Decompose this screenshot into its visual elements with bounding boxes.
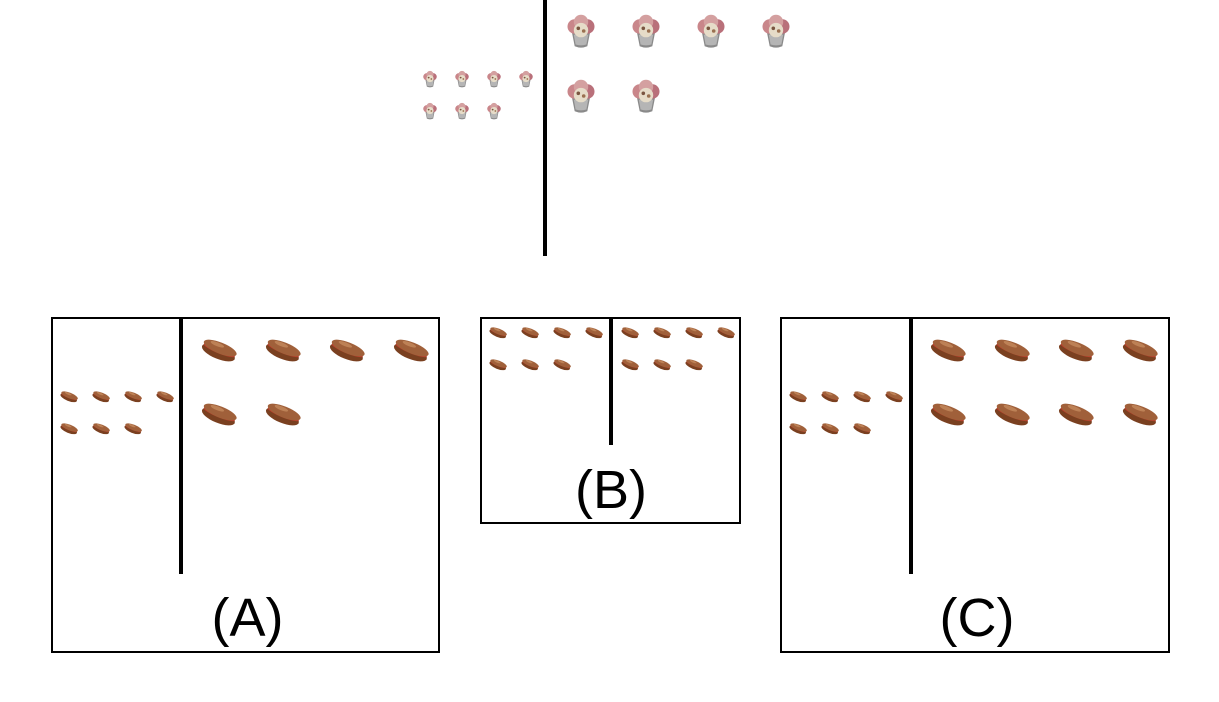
option-c-panel[interactable]: (C): [780, 317, 1170, 653]
cupcake-icon: [519, 70, 533, 88]
sandwich-icon: [60, 423, 78, 435]
sandwich-icon: [821, 423, 839, 435]
sandwich-icon: [521, 327, 539, 339]
sandwich-icon: [789, 391, 807, 403]
sandwich-icon: [621, 327, 639, 339]
sandwich-icon: [930, 339, 966, 362]
sandwich-icon: [1122, 403, 1158, 426]
sandwich-icon: [821, 391, 839, 403]
sandwich-icon: [717, 327, 735, 339]
option-c-label: (C): [939, 588, 1015, 648]
option-b-label: (B): [575, 460, 647, 520]
sandwich-icon: [653, 359, 671, 371]
sandwich-icon: [685, 327, 703, 339]
option-a-label: (A): [211, 588, 284, 648]
sandwich-icon: [853, 423, 871, 435]
sandwich-icon: [156, 391, 174, 403]
cupcake-icon: [567, 79, 595, 113]
sandwich-icon: [789, 423, 807, 435]
sandwich-icon: [124, 391, 142, 403]
stimulus-divider: [543, 0, 547, 256]
sandwich-icon: [489, 327, 507, 339]
option-a-divider: [179, 319, 183, 574]
sandwich-icon: [885, 391, 903, 403]
cupcake-icon: [487, 102, 501, 120]
sandwich-icon: [585, 327, 603, 339]
cupcake-icon: [455, 70, 469, 88]
sandwich-icon: [621, 359, 639, 371]
sandwich-icon: [489, 359, 507, 371]
option-c-divider: [909, 319, 913, 574]
sandwich-icon: [994, 403, 1030, 426]
option-b-panel[interactable]: (B): [480, 317, 741, 524]
sandwich-icon: [994, 339, 1030, 362]
sandwich-icon: [265, 403, 301, 426]
sandwich-icon: [1058, 403, 1094, 426]
sandwich-icon: [853, 391, 871, 403]
sandwich-icon: [201, 339, 237, 362]
sandwich-icon: [60, 391, 78, 403]
option-a-panel[interactable]: (A): [51, 317, 440, 653]
sandwich-icon: [521, 359, 539, 371]
option-b-divider: [609, 319, 613, 445]
sandwich-icon: [1058, 339, 1094, 362]
sandwich-icon: [329, 339, 365, 362]
cupcake-icon: [423, 70, 437, 88]
cupcake-icon: [632, 14, 660, 48]
sandwich-icon: [393, 339, 429, 362]
cupcake-icon: [632, 79, 660, 113]
sandwich-icon: [1122, 339, 1158, 362]
sandwich-icon: [92, 391, 110, 403]
cupcake-icon: [762, 14, 790, 48]
sandwich-icon: [653, 327, 671, 339]
sandwich-icon: [553, 327, 571, 339]
cupcake-icon: [487, 70, 501, 88]
sandwich-icon: [265, 339, 301, 362]
sandwich-icon: [201, 403, 237, 426]
cupcake-icon: [455, 102, 469, 120]
sandwich-icon: [930, 403, 966, 426]
cupcake-icon: [423, 102, 437, 120]
cupcake-icon: [567, 14, 595, 48]
cupcake-icon: [697, 14, 725, 48]
sandwich-icon: [685, 359, 703, 371]
sandwich-icon: [124, 423, 142, 435]
sandwich-icon: [92, 423, 110, 435]
sandwich-icon: [553, 359, 571, 371]
